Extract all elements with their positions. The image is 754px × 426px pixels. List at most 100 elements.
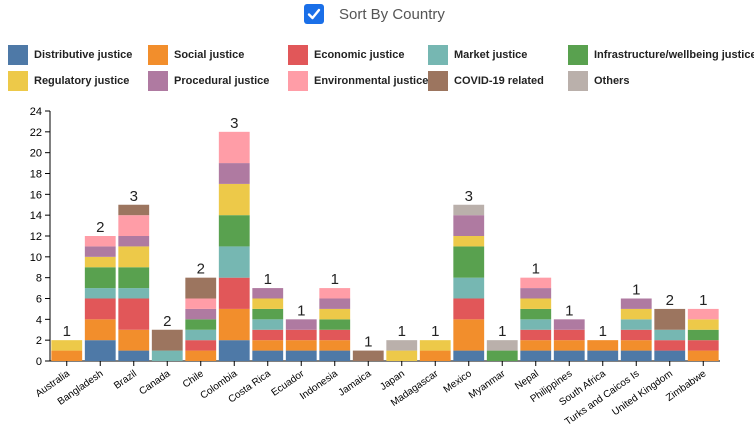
y-tick-label: 14 — [30, 210, 42, 222]
legend-label: Infrastructure/wellbeing justice — [594, 49, 754, 61]
legend-item-covid-19-related: COVID-19 related — [428, 71, 544, 91]
bar-segment-japan-others — [386, 340, 418, 351]
bar-segment-madagascar-regulatory-justice — [419, 340, 451, 351]
legend-item-procedural-justice: Procedural justice — [148, 71, 269, 91]
legend-item-distributive-justice: Distributive justice — [8, 45, 132, 65]
bar-segment-indonesia-social-justice — [319, 340, 351, 351]
sort-by-country-checkbox[interactable] — [304, 4, 324, 24]
bar-segment-colombia-regulatory-justice — [218, 183, 250, 216]
y-tick-label: 16 — [30, 189, 42, 201]
legend-swatch — [288, 45, 308, 65]
bar-top-label: 1 — [599, 323, 607, 340]
bar-top-label: 1 — [565, 302, 573, 319]
bar-segment-mexico-procedural-justice — [453, 215, 485, 236]
bar-segment-united-kingdom-market-justice — [654, 329, 686, 341]
bar-segment-philippines-social-justice — [553, 340, 585, 351]
legend-swatch — [148, 71, 168, 91]
bar-segment-myanmar-others — [486, 340, 518, 351]
bar-segment-mexico-infrastructure-wellbeing-justice — [453, 246, 485, 278]
bar-segment-nepal-market-justice — [520, 319, 552, 330]
bar-segment-turks-and-caicos-is-regulatory-justice — [620, 308, 652, 320]
bar-segment-nepal-environmental-justice — [520, 277, 552, 289]
bar-top-label: 3 — [230, 115, 238, 132]
x-tick-label: Indonesia — [298, 368, 340, 402]
bar-segment-indonesia-economic-justice — [319, 329, 351, 341]
bar-segment-south-africa-social-justice — [587, 340, 619, 351]
bar-segment-zimbabwe-regulatory-justice — [687, 319, 719, 330]
bar-top-label: 1 — [331, 271, 339, 288]
y-tick-label: 4 — [36, 314, 42, 326]
legend-label: Procedural justice — [174, 75, 270, 87]
x-tick-label: Brazil — [112, 368, 139, 391]
bar-top-label: 2 — [96, 219, 104, 236]
bar-segment-jamaica-covid-19-related — [352, 350, 384, 361]
bar-segment-bangladesh-infrastructure-wellbeing-justice — [84, 267, 116, 289]
bar-top-label: 1 — [364, 334, 372, 351]
bar-top-label: 1 — [297, 302, 305, 319]
checkmark-icon — [307, 8, 321, 20]
bar-top-label: 1 — [532, 261, 540, 278]
legend-swatch — [148, 45, 168, 65]
bar-top-label: 1 — [699, 292, 707, 309]
bar-segment-nepal-procedural-justice — [520, 288, 552, 299]
legend-label: Social justice — [174, 49, 245, 61]
bar-segment-chile-economic-justice — [185, 340, 217, 351]
bar-segment-zimbabwe-social-justice — [687, 350, 719, 361]
legend-swatch — [8, 71, 28, 91]
legend-label: COVID-19 related — [454, 75, 544, 87]
bar-segment-mexico-social-justice — [453, 319, 485, 351]
bar-top-label: 1 — [264, 271, 272, 288]
bar-segment-nepal-social-justice — [520, 340, 552, 351]
legend-label: Market justice — [454, 49, 528, 61]
y-tick-label: 0 — [36, 356, 42, 368]
bar-segment-colombia-market-justice — [218, 246, 250, 278]
legend-swatch — [288, 71, 308, 91]
bar-segment-nepal-distributive-justice — [520, 350, 552, 361]
bar-segment-united-kingdom-distributive-justice — [654, 350, 686, 361]
bar-segment-ecuador-distributive-justice — [285, 350, 317, 361]
sort-by-country-label: Sort By Country — [339, 5, 445, 23]
legend-item-social-justice: Social justice — [148, 45, 244, 65]
y-tick-label: 24 — [30, 106, 42, 118]
bar-segment-nepal-infrastructure-wellbeing-justice — [520, 308, 552, 320]
bar-segment-united-kingdom-economic-justice — [654, 340, 686, 351]
legend-swatch — [568, 71, 588, 91]
bar-segment-philippines-economic-justice — [553, 329, 585, 341]
bar-segment-bangladesh-procedural-justice — [84, 246, 116, 257]
bar-segment-mexico-economic-justice — [453, 298, 485, 320]
legend-item-others: Others — [568, 71, 629, 91]
bar-segment-chile-infrastructure-wellbeing-justice — [185, 319, 217, 330]
bar-segment-ecuador-social-justice — [285, 340, 317, 351]
x-tick-label: Canada — [137, 368, 172, 397]
bar-segment-brazil-covid-19-related — [118, 204, 150, 216]
legend-label: Others — [594, 75, 630, 87]
bar-segment-costa-rica-procedural-justice — [252, 288, 284, 299]
bar-segment-mexico-market-justice — [453, 277, 485, 299]
bar-segment-chile-environmental-justice — [185, 298, 217, 309]
legend-swatch — [428, 45, 448, 65]
legend-item-economic-justice: Economic justice — [288, 45, 404, 65]
bar-segment-costa-rica-market-justice — [252, 319, 284, 330]
bar-segment-philippines-distributive-justice — [553, 350, 585, 361]
bar-segment-bangladesh-regulatory-justice — [84, 256, 116, 268]
legend-label: Distributive justice — [34, 49, 133, 61]
bar-top-label: 2 — [163, 313, 171, 330]
bar-segment-costa-rica-social-justice — [252, 340, 284, 351]
bar-segment-nepal-economic-justice — [520, 329, 552, 341]
bar-segment-colombia-social-justice — [218, 308, 250, 341]
sort-by-country-toggle[interactable]: Sort By Country — [304, 3, 445, 25]
bar-segment-indonesia-procedural-justice — [319, 298, 351, 309]
bar-segment-nepal-regulatory-justice — [520, 298, 552, 309]
bar-segment-zimbabwe-infrastructure-wellbeing-justice — [687, 329, 719, 341]
bar-segment-colombia-economic-justice — [218, 277, 250, 309]
bar-segment-costa-rica-distributive-justice — [252, 350, 284, 361]
bar-segment-indonesia-regulatory-justice — [319, 308, 351, 320]
x-tick-label: Chile — [181, 368, 206, 390]
bar-top-label: 1 — [632, 282, 640, 299]
y-tick-label: 20 — [30, 148, 42, 160]
y-tick-label: 18 — [30, 169, 42, 181]
bar-segment-brazil-economic-justice — [118, 298, 150, 330]
bar-segment-turks-and-caicos-is-distributive-justice — [620, 350, 652, 361]
bar-segment-bangladesh-environmental-justice — [84, 236, 116, 247]
bar-segment-costa-rica-regulatory-justice — [252, 298, 284, 309]
